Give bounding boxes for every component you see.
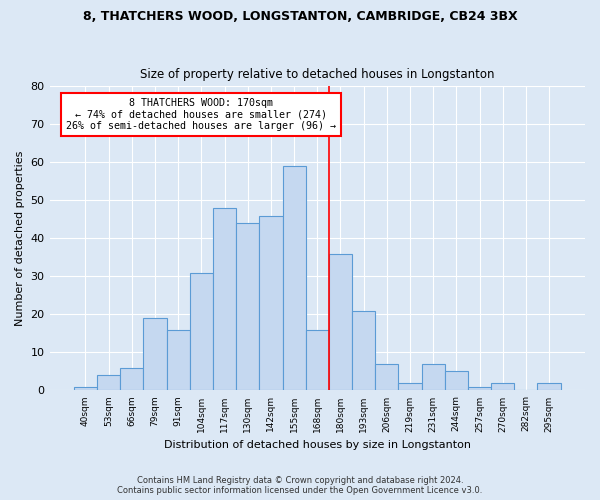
Bar bbox=[259, 216, 283, 390]
Bar bbox=[97, 375, 120, 390]
Bar bbox=[167, 330, 190, 390]
Bar bbox=[468, 386, 491, 390]
Bar bbox=[213, 208, 236, 390]
Bar bbox=[422, 364, 445, 390]
Bar bbox=[445, 372, 468, 390]
Text: Contains HM Land Registry data © Crown copyright and database right 2024.
Contai: Contains HM Land Registry data © Crown c… bbox=[118, 476, 482, 495]
Y-axis label: Number of detached properties: Number of detached properties bbox=[15, 150, 25, 326]
Bar bbox=[190, 272, 213, 390]
Bar bbox=[236, 223, 259, 390]
Bar bbox=[329, 254, 352, 390]
X-axis label: Distribution of detached houses by size in Longstanton: Distribution of detached houses by size … bbox=[164, 440, 471, 450]
Bar bbox=[352, 310, 375, 390]
Bar bbox=[74, 386, 97, 390]
Bar bbox=[538, 383, 560, 390]
Bar bbox=[305, 330, 329, 390]
Bar bbox=[143, 318, 167, 390]
Bar bbox=[120, 368, 143, 390]
Bar bbox=[398, 383, 422, 390]
Bar bbox=[375, 364, 398, 390]
Title: Size of property relative to detached houses in Longstanton: Size of property relative to detached ho… bbox=[140, 68, 494, 81]
Bar bbox=[283, 166, 305, 390]
Text: 8 THATCHERS WOOD: 170sqm
← 74% of detached houses are smaller (274)
26% of semi-: 8 THATCHERS WOOD: 170sqm ← 74% of detach… bbox=[67, 98, 337, 131]
Text: 8, THATCHERS WOOD, LONGSTANTON, CAMBRIDGE, CB24 3BX: 8, THATCHERS WOOD, LONGSTANTON, CAMBRIDG… bbox=[83, 10, 517, 23]
Bar bbox=[491, 383, 514, 390]
